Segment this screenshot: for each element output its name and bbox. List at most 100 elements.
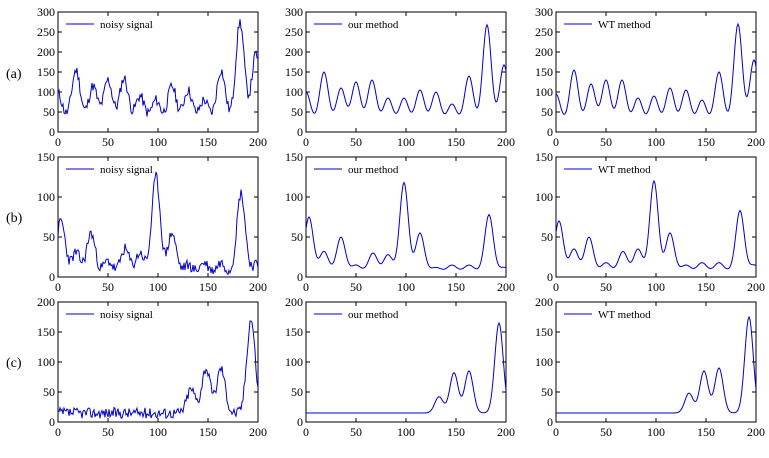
y-tick-label: 50 <box>43 385 55 399</box>
y-tick-label: 0 <box>547 415 553 429</box>
series-line <box>57 171 259 276</box>
row-label-b: (b) <box>6 211 23 226</box>
x-tick-label: 200 <box>747 280 765 294</box>
x-tick-label: 200 <box>747 135 765 149</box>
x-tick-label: 100 <box>149 135 167 149</box>
y-tick-label: 50 <box>541 385 553 399</box>
y-tick-label: 100 <box>535 85 553 99</box>
series-line <box>555 179 757 270</box>
y-tick-label: 200 <box>535 295 553 309</box>
y-tick-label: 0 <box>547 270 553 284</box>
legend-label: our method <box>348 164 399 176</box>
x-tick-label: 50 <box>350 425 362 439</box>
y-tick-label: 100 <box>285 190 303 204</box>
subplot-2: 0 50 100 150 200 0 50 100 150 200 250 300 WT method <box>535 5 765 149</box>
y-tick-label: 50 <box>291 385 303 399</box>
x-tick-label: 100 <box>647 425 665 439</box>
series-line <box>305 181 507 270</box>
x-tick-label: 150 <box>199 425 217 439</box>
y-tick-label: 0 <box>49 415 55 429</box>
x-tick-label: 100 <box>647 280 665 294</box>
x-tick-label: 150 <box>447 280 465 294</box>
plot-frame <box>555 156 757 278</box>
row-labels: (a) (b) (c) <box>6 67 23 371</box>
y-tick-label: 50 <box>291 230 303 244</box>
y-tick-label: 150 <box>37 65 55 79</box>
x-tick-label: 50 <box>102 280 114 294</box>
y-tick-label: 50 <box>291 105 303 119</box>
x-tick-label: 150 <box>447 425 465 439</box>
y-tick-label: 200 <box>37 45 55 59</box>
y-tick-label: 0 <box>547 125 553 139</box>
y-tick-label: 150 <box>285 325 303 339</box>
y-tick-label: 100 <box>535 190 553 204</box>
x-tick-label: 100 <box>149 425 167 439</box>
x-tick-label: 200 <box>249 135 267 149</box>
y-tick-label: 150 <box>285 65 303 79</box>
y-tick-label: 250 <box>37 25 55 39</box>
y-tick-label: 200 <box>285 295 303 309</box>
legend-label: our method <box>348 19 399 31</box>
legend-label: noisy signal <box>100 309 153 321</box>
legend-label: noisy signal <box>100 164 153 176</box>
y-tick-label: 50 <box>43 230 55 244</box>
x-tick-label: 50 <box>102 425 114 439</box>
y-tick-label: 200 <box>37 295 55 309</box>
x-tick-label: 100 <box>397 425 415 439</box>
plot-frame <box>555 11 757 133</box>
y-tick-label: 300 <box>535 5 553 19</box>
subplot-4: 0 50 100 150 200 0 50 100 150 our method <box>285 150 515 294</box>
y-tick-label: 200 <box>285 45 303 59</box>
row-label-c: (c) <box>6 356 22 371</box>
series-line <box>556 315 757 414</box>
y-tick-label: 300 <box>37 5 55 19</box>
subplot-6: 0 50 100 150 200 0 50 100 150 200 noisy signal <box>37 295 267 439</box>
x-tick-label: 0 <box>55 425 61 439</box>
y-tick-label: 50 <box>541 105 553 119</box>
x-tick-label: 100 <box>397 280 415 294</box>
x-tick-label: 50 <box>600 135 612 149</box>
y-tick-label: 150 <box>535 150 553 164</box>
y-tick-label: 150 <box>535 65 553 79</box>
x-tick-label: 0 <box>303 425 309 439</box>
x-tick-label: 50 <box>350 135 362 149</box>
x-tick-label: 150 <box>199 280 217 294</box>
subplot-0: 0 50 100 150 200 0 50 100 150 200 250 300 noisy sign… <box>37 5 267 149</box>
subplot-grid: 0 50 100 150 200 0 50 100 150 200 250 300 noisy sign… <box>37 5 765 439</box>
x-tick-label: 200 <box>497 425 515 439</box>
legend-label: WT method <box>598 309 651 321</box>
series-line <box>305 23 507 115</box>
y-tick-label: 0 <box>49 270 55 284</box>
x-tick-label: 150 <box>447 135 465 149</box>
x-tick-label: 100 <box>647 135 665 149</box>
series-line <box>57 19 259 117</box>
y-tick-label: 200 <box>535 45 553 59</box>
y-tick-label: 50 <box>541 230 553 244</box>
subplot-3: 0 50 100 150 200 0 50 100 150 noisy signal <box>37 150 267 294</box>
y-tick-label: 150 <box>37 150 55 164</box>
y-tick-label: 0 <box>49 125 55 139</box>
subplot-1: 0 50 100 150 200 0 50 100 150 200 250 300 our method <box>285 5 515 149</box>
y-tick-label: 150 <box>535 325 553 339</box>
x-tick-label: 200 <box>747 425 765 439</box>
plot-frame <box>305 156 507 278</box>
y-tick-label: 100 <box>285 355 303 369</box>
y-tick-label: 100 <box>535 355 553 369</box>
x-tick-label: 0 <box>553 135 559 149</box>
subplot-8: 0 50 100 150 200 0 50 100 150 200 WT method <box>535 295 765 439</box>
x-tick-label: 0 <box>553 425 559 439</box>
plot-frame <box>555 301 757 423</box>
x-tick-label: 50 <box>600 280 612 294</box>
x-tick-label: 200 <box>249 280 267 294</box>
y-tick-label: 300 <box>285 5 303 19</box>
series-line <box>57 320 259 420</box>
series-line <box>555 22 757 116</box>
x-tick-label: 0 <box>303 135 309 149</box>
y-tick-label: 0 <box>297 415 303 429</box>
y-tick-label: 100 <box>37 85 55 99</box>
x-tick-label: 200 <box>497 135 515 149</box>
x-tick-label: 100 <box>397 135 415 149</box>
y-tick-label: 100 <box>37 355 55 369</box>
y-tick-label: 150 <box>37 325 55 339</box>
